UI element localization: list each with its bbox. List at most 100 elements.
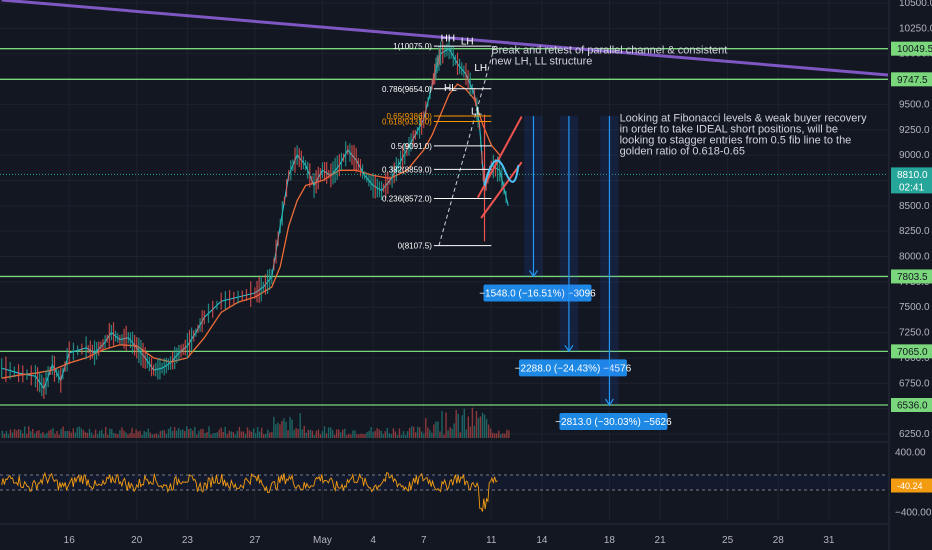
volume-bar <box>76 427 79 438</box>
volume-bar <box>273 416 275 438</box>
volume-bar <box>68 430 70 438</box>
volume-bar <box>254 432 257 438</box>
volume-bar <box>212 433 214 438</box>
fibonacci-retracement[interactable]: 1(10075.0) 0.786(9654.0) 0.65(9386.0)0.618… <box>382 42 496 251</box>
time-tick-label: 28 <box>773 535 785 546</box>
volume-bar <box>194 427 196 438</box>
volume-bar <box>80 428 83 438</box>
target-label: −1548.0 (−16.51%) −3096 <box>479 288 596 299</box>
annotation-text: Looking at Fibonacci levels & weak buyer… <box>620 113 868 125</box>
level-tag-box <box>891 269 932 284</box>
volume-bar <box>244 433 247 438</box>
volume-bar <box>352 430 354 438</box>
volume-bar <box>214 432 216 438</box>
volume-bar <box>303 425 305 438</box>
volume-bar <box>186 426 188 438</box>
price-tick-label: 7000.0 <box>899 353 930 364</box>
volume-bar <box>86 433 89 438</box>
annotation-text: in order to take IDEAL short positions, … <box>620 124 838 136</box>
fib-level-label: 0.236(8572.0) <box>382 195 432 204</box>
volume-bar <box>66 431 68 438</box>
descending-trendline[interactable] <box>1 0 889 77</box>
time-tick-label: May <box>313 535 332 546</box>
time-axis[interactable]: 16 20 23 27 May 4 7 11 14 18 21 25 28 31 <box>64 535 835 546</box>
volume-bar <box>400 434 403 438</box>
volume-bar <box>465 429 468 438</box>
volume-bar <box>412 426 415 438</box>
volume-bar <box>15 430 18 438</box>
volume-bar <box>368 430 370 438</box>
countdown-timer: 02:41 <box>899 182 924 193</box>
time-tick-label: 16 <box>64 535 76 546</box>
parallel-channel[interactable] <box>476 116 523 219</box>
volume-bar <box>477 417 480 438</box>
volume-bar <box>271 432 273 438</box>
volume-bar <box>508 430 510 438</box>
volume-bar <box>471 407 474 438</box>
volume-bar <box>289 416 291 438</box>
volume-bar <box>489 428 492 438</box>
volume-bar <box>28 426 30 438</box>
fib-level-label: 1(10075.0) <box>393 42 432 51</box>
volume-bar <box>70 432 72 438</box>
volume-bar <box>335 429 338 438</box>
volume-bar <box>169 426 172 438</box>
volume-bar <box>240 431 243 438</box>
volume-bar <box>356 434 358 438</box>
fib-level-label: 0(8107.5) <box>398 242 433 251</box>
volume-bar <box>149 432 151 438</box>
level-tag: 9747.5 <box>897 75 928 86</box>
price-tick-label: 8000.0 <box>899 252 930 263</box>
volume-bar <box>17 428 20 438</box>
volume-bar <box>384 431 386 438</box>
volume-bar <box>113 432 115 438</box>
short-targets[interactable]: −1548.0 (−16.51%) −3096 −2288.0 (−24.43%)… <box>479 115 672 430</box>
price-axis[interactable]: 6250.06500.06750.07000.07250.07500.07750… <box>888 0 932 550</box>
volume-bar <box>337 429 340 438</box>
volume-bar <box>421 431 423 438</box>
volume-bar <box>175 430 178 438</box>
volume-bar <box>3 433 6 438</box>
volume-bar <box>453 423 455 438</box>
horizontal-levels[interactable] <box>0 48 888 406</box>
volume-bar <box>184 431 186 438</box>
level-tag-box <box>891 397 932 412</box>
trendline[interactable] <box>1 0 889 77</box>
volume-bar <box>374 430 376 438</box>
volume-bar <box>42 431 44 438</box>
volume-bar <box>230 431 233 438</box>
volume-bar <box>131 427 133 438</box>
volume-bar <box>100 429 103 438</box>
volume-bar <box>258 431 261 438</box>
volume-bar <box>62 426 64 438</box>
volume-bar <box>277 422 279 438</box>
volume-bar <box>429 429 431 438</box>
volume-bar <box>354 430 356 438</box>
time-tick-label: 31 <box>823 535 835 546</box>
volume-bar <box>94 429 97 438</box>
volume-bar <box>260 427 263 438</box>
projected-path <box>483 159 520 186</box>
volume-bar <box>410 426 413 438</box>
volume-bar <box>327 427 330 438</box>
price-tick-label: 10500.0 <box>899 0 932 9</box>
volume-bar <box>48 430 50 438</box>
volume-bar <box>500 434 502 438</box>
volume-bar <box>90 432 93 438</box>
volume-bar <box>218 429 220 438</box>
volume-bar <box>220 427 222 438</box>
volume-bar <box>360 433 362 438</box>
volume-bar <box>98 430 101 438</box>
volume-bar <box>455 409 457 438</box>
volume-bar <box>129 432 131 438</box>
volume-bar <box>382 434 384 438</box>
volume-bar <box>190 428 192 438</box>
volume-bar <box>372 431 374 438</box>
volume-bar <box>109 428 111 438</box>
volume-bar <box>388 433 391 438</box>
volume-bar <box>305 432 307 438</box>
volume-bar <box>295 427 297 438</box>
volume-bar <box>25 433 28 438</box>
volume-bar <box>135 429 137 438</box>
